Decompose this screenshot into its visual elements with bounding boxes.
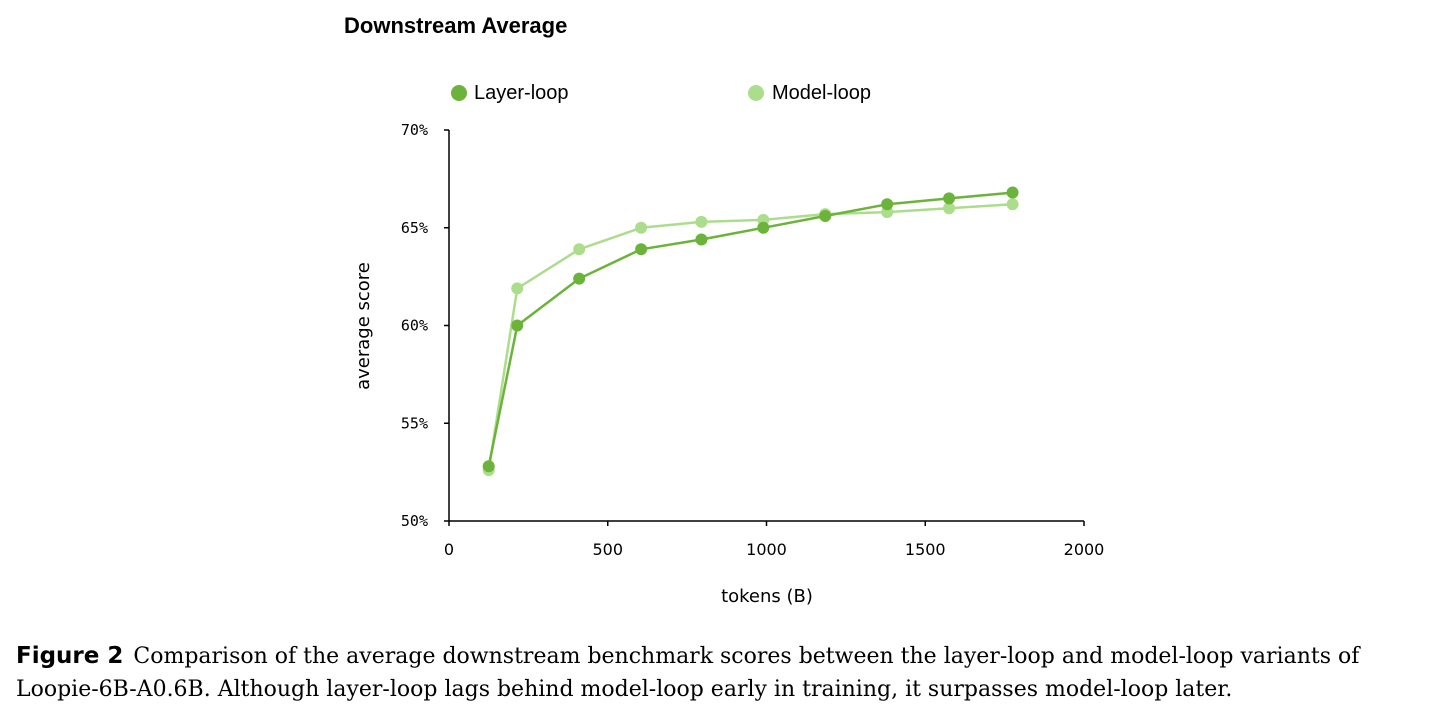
legend-marker-layer-loop [451, 85, 467, 101]
legend-marker-model-loop [748, 85, 764, 101]
figure-caption: Figure 2 Comparison of the average downst… [16, 640, 1436, 706]
data-point-layer-loop [943, 192, 956, 205]
data-point-layer-loop [1006, 186, 1019, 199]
data-point-layer-loop [881, 198, 894, 211]
x-tick-label: 2000 [1064, 540, 1105, 559]
x-tick-label: 1000 [746, 540, 787, 559]
series-line-layer-loop [487, 191, 1013, 467]
data-point-model-loop [573, 243, 586, 256]
figure-label: Figure 2 [16, 643, 124, 669]
chart: Downstream Average Layer-loop Model-loop… [344, 13, 1104, 607]
y-tick-label: 60% [401, 317, 428, 335]
y-tick-label: 70% [401, 121, 428, 139]
legend-label-model-loop: Model-loop [772, 82, 871, 104]
data-point-model-loop [695, 215, 708, 228]
plot-series [482, 186, 1019, 477]
legend: Layer-loop Model-loop [451, 82, 871, 104]
y-tick-label: 50% [401, 512, 428, 530]
data-point-layer-loop [819, 210, 832, 223]
data-point-layer-loop [573, 272, 586, 285]
data-point-model-loop [511, 282, 524, 295]
data-point-model-loop [1006, 198, 1019, 211]
data-point-model-loop [635, 221, 648, 234]
data-point-layer-loop [482, 460, 495, 473]
series-line-model-loop [487, 203, 1013, 471]
series-layer-loop [482, 186, 1019, 473]
data-point-layer-loop [757, 221, 770, 234]
x-tick-label: 500 [592, 540, 623, 559]
data-point-layer-loop [511, 319, 524, 332]
y-ticks: 70% 65% 60% 55% 50% [401, 121, 449, 530]
data-point-model-loop [943, 202, 956, 215]
x-tick-label: 0 [444, 540, 454, 559]
chart-title: Downstream Average [344, 13, 567, 38]
series-model-loop [482, 198, 1019, 477]
y-axis-label: average score [353, 262, 374, 390]
x-tick-label: 1500 [905, 540, 946, 559]
data-point-layer-loop [695, 233, 708, 246]
figure-caption-text: Comparison of the average downstream ben… [16, 644, 1360, 702]
x-axis-label: tokens (B) [721, 586, 813, 607]
legend-label-layer-loop: Layer-loop [474, 82, 569, 104]
data-point-layer-loop [635, 243, 648, 256]
x-ticks: 0 500 1000 1500 2000 [444, 521, 1104, 559]
y-tick-label: 65% [401, 219, 428, 237]
y-tick-label: 55% [401, 414, 428, 432]
